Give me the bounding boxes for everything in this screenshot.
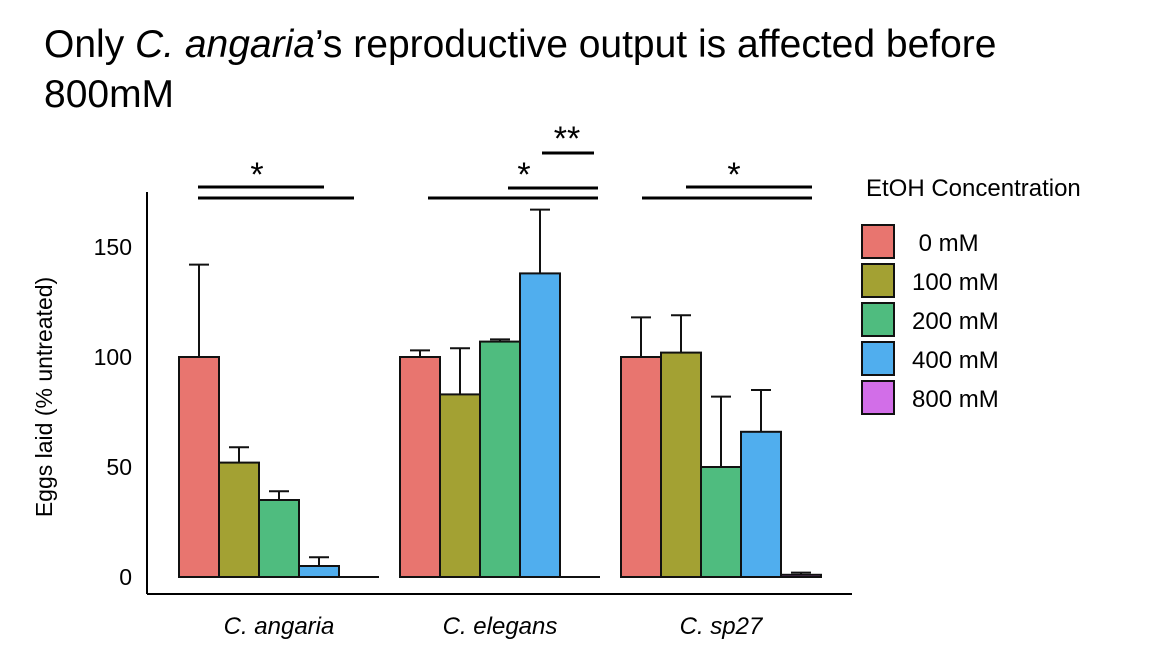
legend-swatch-800-mm <box>861 380 895 415</box>
legend-swatch-0-mm <box>861 224 895 259</box>
legend-label-200-mm: 200 mM <box>912 308 999 335</box>
legend: EtOH Concentration 0 mM 100 mM 200 mM 400 m… <box>861 175 1081 415</box>
legend-swatch-100-mm <box>861 263 895 298</box>
legend-swatch-200-mm <box>861 302 895 337</box>
legend-swatch-400-mm <box>861 341 895 376</box>
significance-marker-c-sp27: * <box>727 156 740 194</box>
bar-c-angaria-200-mm <box>258 499 300 578</box>
bar-c-elegans-0-mm <box>399 356 441 578</box>
significance-marker-c-elegans: * <box>517 156 530 194</box>
x-category-label: C. angaria <box>224 613 335 640</box>
bar-c-elegans-200-mm <box>479 340 521 578</box>
y-tick-label: 150 <box>94 234 132 260</box>
slide-title: Only C. angaria’s reproductive output is… <box>44 20 1134 120</box>
bar-c-sp27-100-mm <box>660 351 702 578</box>
legend-label-100-mm: 100 mM <box>912 269 999 296</box>
legend-label-0-mm: 0 mM <box>912 230 979 257</box>
significance-marker-c-angaria: * <box>250 156 263 194</box>
bar-c-elegans-400-mm <box>519 272 561 578</box>
y-tick-label: 50 <box>106 454 132 480</box>
title-prefix: Only <box>44 23 136 66</box>
title-species: C. angaria <box>135 23 315 66</box>
significance-marker-c-elegans: ** <box>554 120 580 158</box>
title-suffix: ’s reproductive output is affected befor… <box>44 23 997 116</box>
bar-c-angaria-400-mm <box>298 565 340 578</box>
bar-c-angaria-0-mm <box>178 356 220 578</box>
x-category-label: C. sp27 <box>680 613 764 640</box>
bar-c-sp27-0-mm <box>620 356 662 578</box>
x-category-label: C. elegans <box>443 613 558 640</box>
bar-c-sp27-400-mm <box>740 430 782 578</box>
legend-label-400-mm: 400 mM <box>912 347 999 374</box>
bar-c-sp27-200-mm <box>700 466 742 578</box>
y-tick-label: 100 <box>94 344 132 370</box>
bar-c-elegans-100-mm <box>439 393 481 578</box>
axes: 0 50 100 150 Eggs laid (% untreated) C. angar… <box>31 192 852 640</box>
legend-label-800-mm: 800 mM <box>912 386 999 413</box>
y-axis-title: Eggs laid (% untreated) <box>31 277 57 517</box>
legend-title: EtOH Concentration <box>866 175 1081 202</box>
significance-brackets: * **** <box>198 120 812 200</box>
bar-c-angaria-100-mm <box>218 461 260 579</box>
bars <box>178 208 822 579</box>
y-tick-label: 0 <box>119 564 132 590</box>
